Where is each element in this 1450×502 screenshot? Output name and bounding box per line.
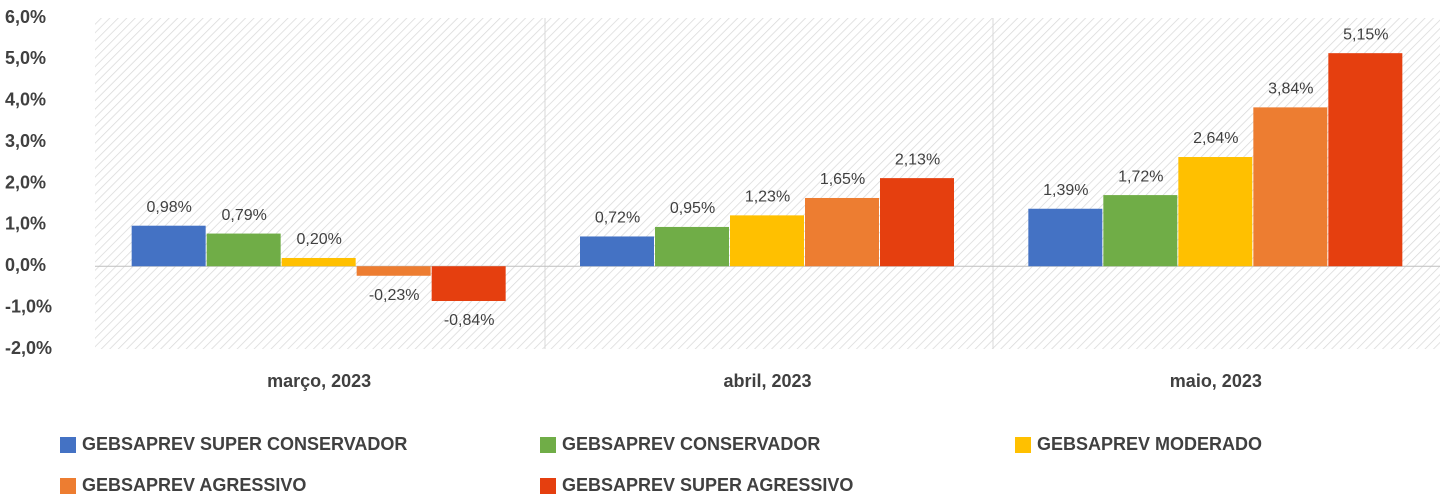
value-label: 5,15% xyxy=(1343,26,1388,43)
legend-label: GEBSAPREV MODERADO xyxy=(1037,434,1262,454)
legend-label: GEBSAPREV CONSERVADOR xyxy=(562,434,820,454)
value-label: 0,79% xyxy=(221,207,266,224)
bar xyxy=(1028,208,1103,267)
value-label: 0,95% xyxy=(670,200,715,217)
legend-label: GEBSAPREV SUPER AGRESSIVO xyxy=(562,475,853,495)
bar xyxy=(431,266,506,302)
bar xyxy=(1178,157,1253,267)
value-label: -0,84% xyxy=(444,312,495,329)
value-label: 1,23% xyxy=(745,189,790,206)
legend-swatch xyxy=(540,478,556,494)
x-tick-label: abril, 2023 xyxy=(723,371,811,391)
value-label: 2,64% xyxy=(1193,130,1238,147)
y-tick-label: 0,0% xyxy=(5,255,46,275)
bar xyxy=(206,233,281,267)
value-label: 0,20% xyxy=(296,231,341,248)
y-tick-label: 2,0% xyxy=(5,172,46,192)
value-label: 2,13% xyxy=(895,151,940,168)
x-tick-label: maio, 2023 xyxy=(1170,371,1262,391)
bar xyxy=(880,178,954,267)
y-tick-label: 1,0% xyxy=(5,214,46,234)
legend-swatch xyxy=(1015,437,1031,453)
bar xyxy=(655,226,729,267)
bar xyxy=(580,236,654,267)
bar xyxy=(356,266,431,276)
bar xyxy=(1328,53,1403,267)
legend-label: GEBSAPREV AGRESSIVO xyxy=(82,475,306,495)
value-label: 0,98% xyxy=(146,199,191,216)
value-label: 0,72% xyxy=(595,210,640,227)
value-label: 1,72% xyxy=(1118,168,1163,185)
x-tick-label: março, 2023 xyxy=(267,371,371,391)
value-label: 1,65% xyxy=(820,171,865,188)
y-tick-label: 4,0% xyxy=(5,90,46,110)
y-tick-label: 5,0% xyxy=(5,48,46,68)
value-label: -0,23% xyxy=(369,287,420,304)
legend-swatch xyxy=(60,478,76,494)
bar xyxy=(730,215,804,267)
value-label: 3,84% xyxy=(1268,81,1313,98)
y-tick-label: 3,0% xyxy=(5,131,46,151)
bar xyxy=(1103,195,1178,267)
y-tick-label: -2,0% xyxy=(5,338,52,358)
bar xyxy=(281,257,356,267)
bar xyxy=(1253,107,1328,267)
value-label: 1,39% xyxy=(1043,182,1088,199)
legend-label: GEBSAPREV SUPER CONSERVADOR xyxy=(82,434,407,454)
bar xyxy=(131,225,206,267)
legend-swatch xyxy=(60,437,76,453)
y-tick-label: 6,0% xyxy=(5,7,46,27)
y-tick-label: -1,0% xyxy=(5,296,52,316)
legend-swatch xyxy=(540,437,556,453)
bar xyxy=(805,197,879,267)
